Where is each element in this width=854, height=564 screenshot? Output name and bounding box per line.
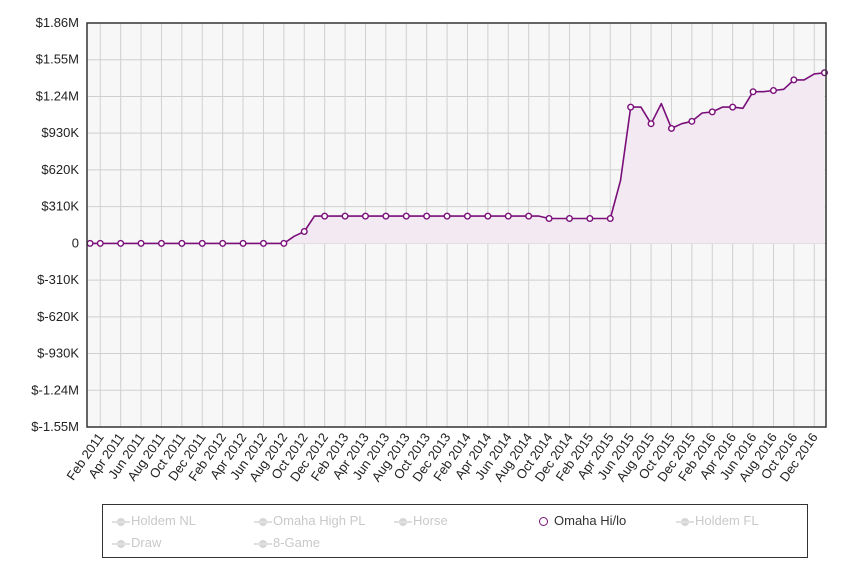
data-point[interactable] xyxy=(443,212,451,220)
y-tick-label: 0 xyxy=(72,235,79,250)
legend-item-horse[interactable]: Horse xyxy=(394,513,448,528)
line-chart: $1.86M $1.55M $1.24M $930K $620K $310K 0 $-310K… xyxy=(31,15,828,484)
data-point[interactable] xyxy=(259,239,267,247)
y-tick-label: $-1.55M xyxy=(31,419,79,434)
data-point[interactable] xyxy=(361,212,369,220)
data-point[interactable] xyxy=(545,214,553,222)
data-point[interactable] xyxy=(402,212,410,220)
series-area-fill xyxy=(90,72,825,244)
legend-marker-icon xyxy=(534,517,553,526)
data-point[interactable] xyxy=(117,239,125,247)
legend-label: 8-Game xyxy=(273,535,320,550)
data-point[interactable] xyxy=(565,214,573,222)
legend-item-holdem-nl[interactable]: Holdem NL xyxy=(112,513,197,528)
legend-label: Horse xyxy=(413,513,448,528)
legend-label: Holdem NL xyxy=(131,513,197,528)
y-tick-label: $930K xyxy=(41,125,79,140)
legend-item-holdem-fl[interactable]: Holdem FL xyxy=(676,513,759,528)
data-point[interactable] xyxy=(341,212,349,220)
y-tick-label: $620K xyxy=(41,162,79,177)
legend: Holdem NL Omaha High PL Horse Omaha Hi/l… xyxy=(102,504,808,558)
data-point[interactable] xyxy=(667,124,675,132)
y-tick-label: $310K xyxy=(41,199,79,214)
legend-marker-icon xyxy=(112,518,130,526)
legend-label: Omaha Hi/lo xyxy=(554,513,627,528)
y-tick-label: $-310K xyxy=(37,272,79,287)
data-point[interactable] xyxy=(463,212,471,220)
data-point[interactable] xyxy=(300,228,308,236)
data-point[interactable] xyxy=(484,212,492,220)
legend-item-8-game[interactable]: 8-Game xyxy=(254,535,320,550)
data-point[interactable] xyxy=(790,76,798,84)
y-tick-label: $-620K xyxy=(37,309,79,324)
data-point[interactable] xyxy=(219,239,227,247)
data-point[interactable] xyxy=(627,103,635,111)
legend-marker-icon xyxy=(394,518,412,526)
legend-label: Omaha High PL xyxy=(273,513,366,528)
data-point[interactable] xyxy=(96,239,104,247)
data-point[interactable] xyxy=(382,212,390,220)
data-point[interactable] xyxy=(239,239,247,247)
data-point[interactable] xyxy=(769,87,777,95)
y-axis-tick-labels: $1.86M $1.55M $1.24M $930K $620K $310K 0 $-310K… xyxy=(31,15,79,434)
data-point[interactable] xyxy=(137,239,145,247)
legend-marker-icon xyxy=(676,518,694,526)
y-tick-label: $1.55M xyxy=(36,52,79,67)
data-point[interactable] xyxy=(198,239,206,247)
data-point[interactable] xyxy=(504,212,512,220)
legend-label: Draw xyxy=(131,535,162,550)
data-point[interactable] xyxy=(586,214,594,222)
data-point[interactable] xyxy=(280,239,288,247)
data-point[interactable] xyxy=(729,103,737,111)
data-point[interactable] xyxy=(525,212,533,220)
legend-marker-icon xyxy=(254,518,272,526)
plot-border xyxy=(86,22,827,428)
data-point[interactable] xyxy=(606,214,614,222)
data-point[interactable] xyxy=(688,117,696,125)
y-tick-label: $1.86M xyxy=(36,15,79,30)
data-point[interactable] xyxy=(321,212,329,220)
y-tick-label: $1.24M xyxy=(36,88,79,103)
series-points xyxy=(86,69,828,247)
legend-item-omaha-high-pl[interactable]: Omaha High PL xyxy=(254,513,366,528)
legend-marker-icon xyxy=(112,540,130,548)
legend-item-draw[interactable]: Draw xyxy=(112,535,162,550)
legend-item-omaha-hi-lo[interactable]: Omaha Hi/lo xyxy=(534,513,627,528)
data-point[interactable] xyxy=(423,212,431,220)
data-point[interactable] xyxy=(647,120,655,128)
legend-label: Holdem FL xyxy=(695,513,759,528)
data-point[interactable] xyxy=(749,88,757,96)
y-tick-label: $-1.24M xyxy=(31,382,79,397)
series-line-omaha-hi-lo xyxy=(90,72,825,245)
data-point[interactable] xyxy=(178,239,186,247)
data-point[interactable] xyxy=(86,239,94,247)
y-tick-label: $-930K xyxy=(37,346,79,361)
data-point[interactable] xyxy=(708,108,716,116)
legend-marker-icon xyxy=(254,540,272,548)
data-point[interactable] xyxy=(157,239,165,247)
